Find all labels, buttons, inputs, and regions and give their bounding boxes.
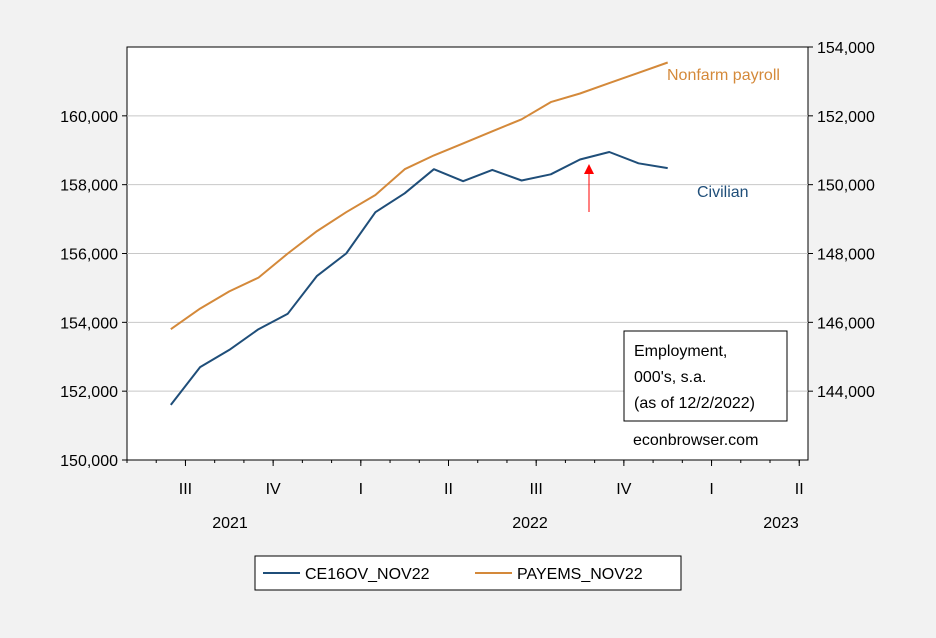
left-tick-label: 158,000 bbox=[60, 178, 118, 195]
left-tick-label: 152,000 bbox=[60, 384, 118, 401]
series-group bbox=[170, 61, 669, 406]
left-tick-label: 156,000 bbox=[60, 247, 118, 264]
quarter-label: IV bbox=[266, 481, 281, 498]
right-tick-label: 146,000 bbox=[817, 315, 875, 332]
quarter-label: II bbox=[444, 481, 453, 498]
right-tick-label: 152,000 bbox=[817, 109, 875, 126]
nonfarm-payroll-label: Nonfarm payroll bbox=[667, 67, 780, 84]
year-label: 2022 bbox=[512, 515, 548, 532]
left-tick-label: 160,000 bbox=[60, 109, 118, 126]
quarter-label: IV bbox=[616, 481, 631, 498]
year-label: 2023 bbox=[763, 515, 799, 532]
right-tick-label: 150,000 bbox=[817, 178, 875, 195]
legend-label-ce16ov: CE16OV_NOV22 bbox=[305, 566, 430, 583]
left-tick-label: 154,000 bbox=[60, 315, 118, 332]
legend: CE16OV_NOV22 PAYEMS_NOV22 bbox=[254, 555, 682, 591]
left-tick-label: 150,000 bbox=[60, 453, 118, 470]
annotation-box-frame bbox=[623, 330, 788, 422]
quarter-label: III bbox=[179, 481, 192, 498]
quarter-label: III bbox=[530, 481, 543, 498]
civilian-label: Civilian bbox=[697, 184, 749, 201]
right-tick-label: 154,000 bbox=[817, 40, 875, 57]
quarter-label: I bbox=[359, 481, 363, 498]
legend-frame bbox=[254, 555, 682, 591]
year-label: 2021 bbox=[212, 515, 248, 532]
annotation-box: Employment, 000's, s.a. (as of 12/2/2022… bbox=[623, 330, 788, 422]
annotation-line-3: (as of 12/2/2022) bbox=[634, 395, 755, 412]
right-y-axis: 144,000 146,000 148,000 150,000 152,000 154,0… bbox=[808, 40, 875, 401]
source-label: econbrowser.com bbox=[633, 432, 758, 449]
right-tick-label: 144,000 bbox=[817, 384, 875, 401]
legend-label-payems: PAYEMS_NOV22 bbox=[517, 566, 643, 583]
arrow-head bbox=[584, 164, 594, 174]
annotation-line-1: Employment, bbox=[634, 343, 727, 360]
right-tick-label: 148,000 bbox=[817, 247, 875, 264]
quarter-label: II bbox=[795, 481, 804, 498]
annotation-arrow bbox=[584, 164, 594, 212]
series-line-payems-nov22 bbox=[170, 61, 669, 331]
annotation-line-2: 000's, s.a. bbox=[634, 369, 706, 386]
left-y-axis: 150,000 152,000 154,000 156,000 158,000 160,0… bbox=[60, 109, 127, 470]
series-line-ce16ov-nov22 bbox=[170, 151, 668, 406]
quarter-label: I bbox=[709, 481, 713, 498]
